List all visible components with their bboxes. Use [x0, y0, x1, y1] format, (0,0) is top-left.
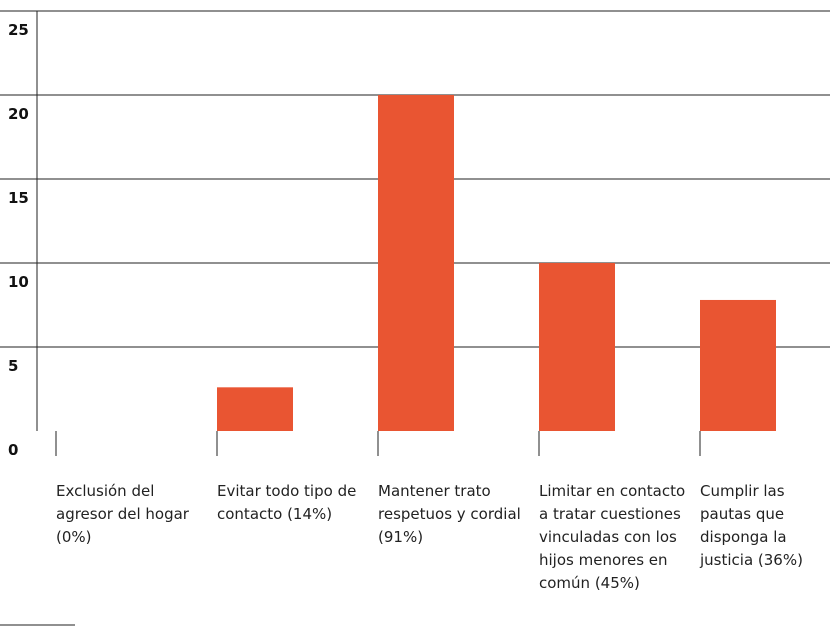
y-tick-label: 10 [8, 273, 29, 291]
bar [378, 95, 454, 431]
y-tick-label: 25 [8, 21, 29, 39]
x-tick-label: Cumplir las pautas que disponga la justi… [700, 482, 803, 569]
x-tick-label: Exclusión del agresor del hogar (0%) [56, 482, 189, 546]
x-tick-label: Mantener trato respetuos y cordial (91%) [378, 482, 521, 546]
y-tick-label: 0 [8, 441, 18, 459]
x-tick-label: Limitar en contacto a tratar cuestiones … [539, 482, 686, 592]
bar [700, 299, 776, 431]
bar [539, 263, 615, 431]
y-tick-label: 20 [8, 105, 29, 123]
bar [217, 387, 293, 431]
y-tick-label: 15 [8, 189, 29, 207]
x-tick-label: Evitar todo tipo de contacto (14%) [217, 482, 357, 523]
y-tick-label: 5 [8, 357, 18, 375]
